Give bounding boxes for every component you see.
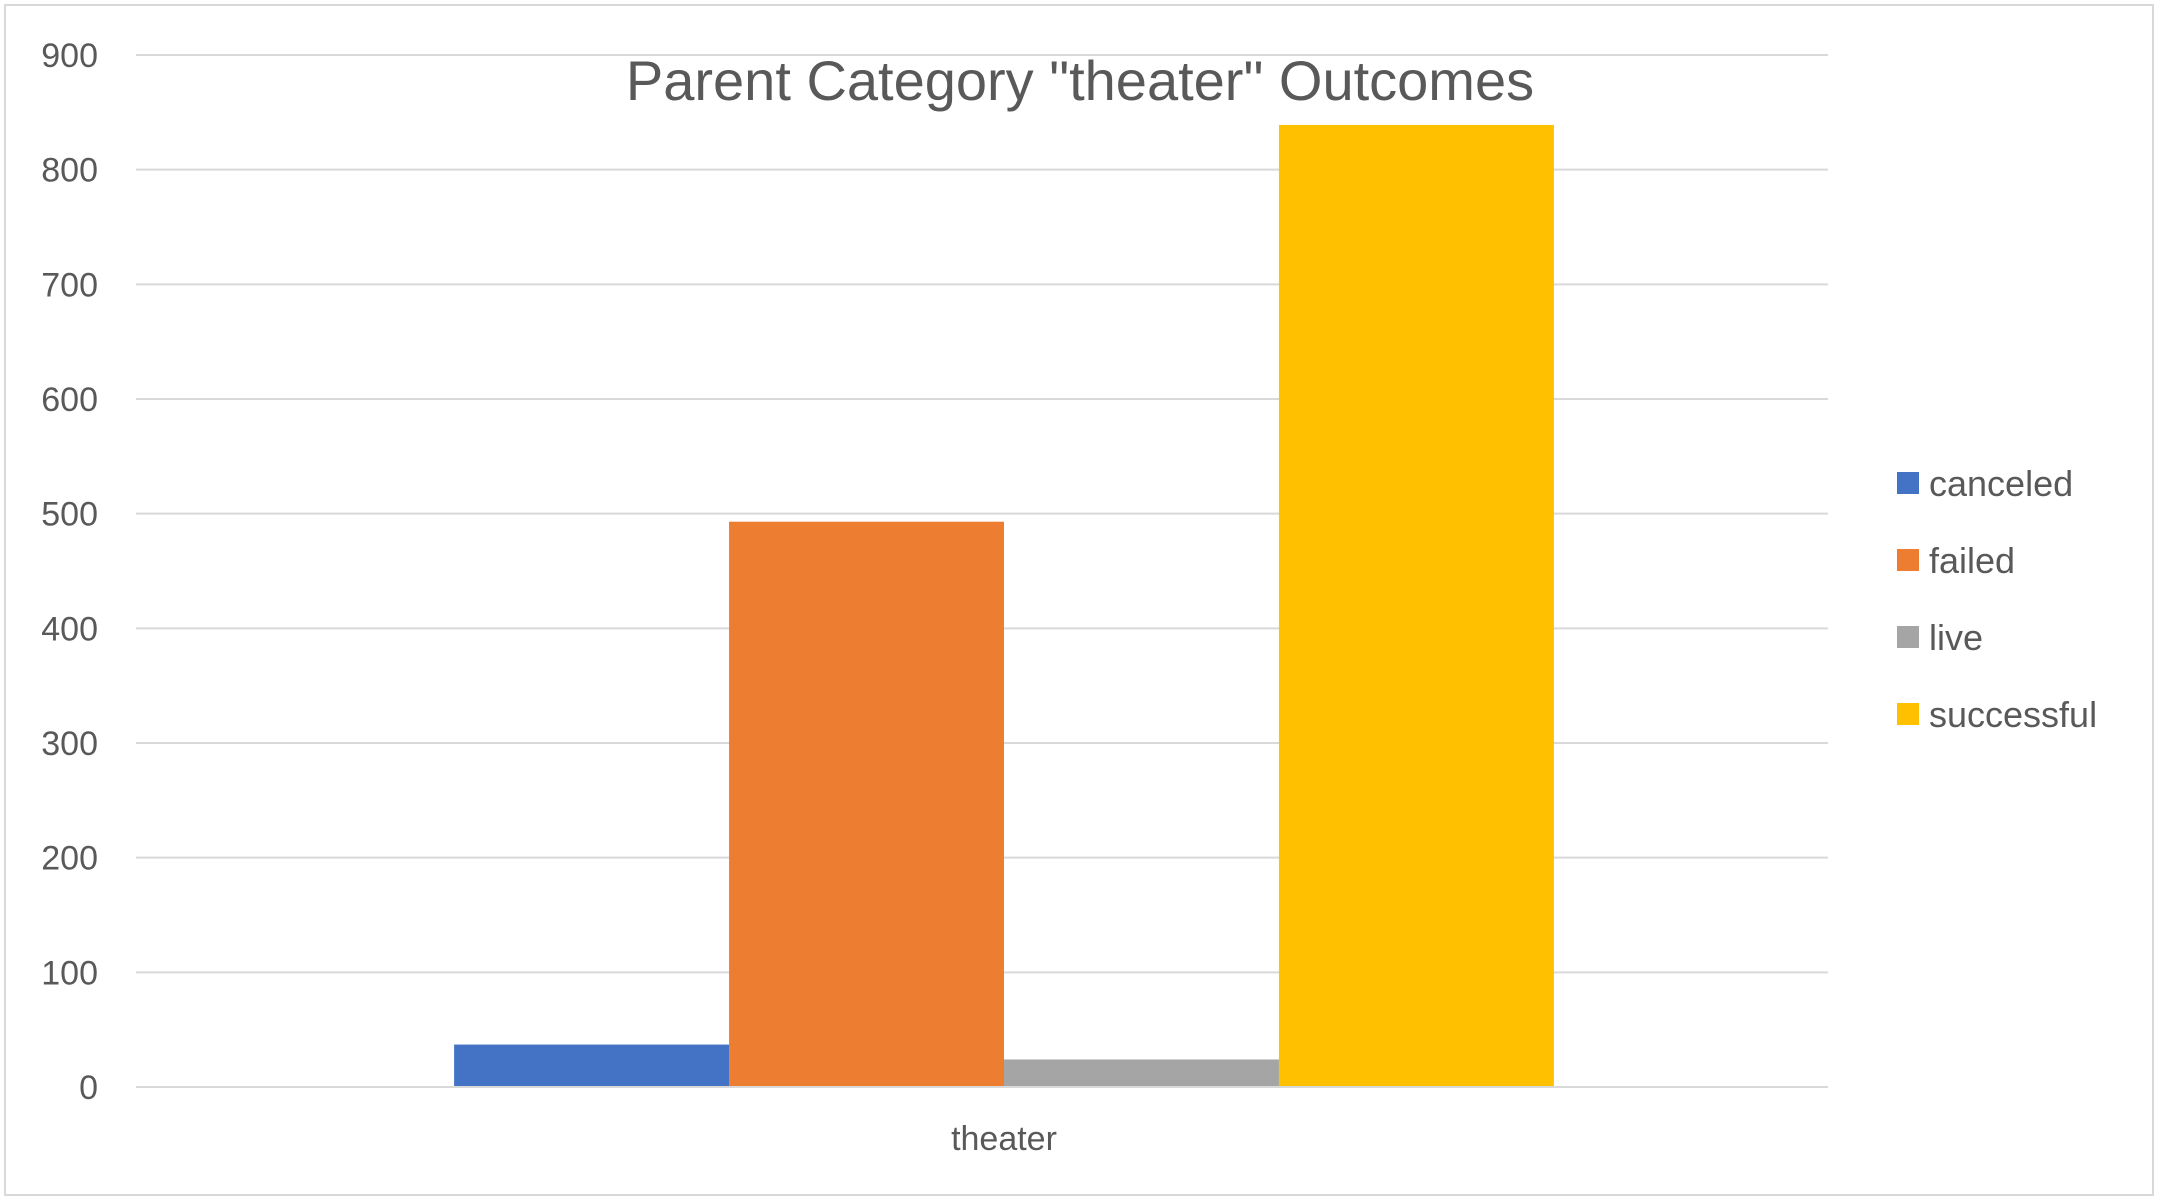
y-tick-label: 200 [41,840,98,878]
legend-label-successful: successful [1929,694,2097,735]
y-tick-label: 0 [79,1069,98,1107]
y-tick-label: 500 [41,496,98,534]
bars [454,124,1554,1088]
gridlines [136,54,1828,974]
legend-swatch-successful [1897,703,1919,725]
y-tick-label: 600 [41,381,98,419]
y-tick-label: 300 [41,725,98,763]
legend-label-failed: failed [1929,540,2015,581]
bar-failed [729,521,1004,1087]
y-tick-label: 800 [41,152,98,190]
y-tick-label: 900 [41,37,98,75]
legend-label-live: live [1929,617,1983,658]
y-tick-label: 100 [41,954,98,992]
chart-title: Parent Category "theater" Outcomes [626,49,1534,112]
bar-live [1004,1059,1279,1087]
legend-swatch-canceled [1897,472,1919,494]
bar-successful [1278,124,1554,1088]
legend-swatch-failed [1897,549,1919,571]
y-axis-ticks: 0 100 200 300 400 500 600 700 800 900 [41,37,98,1107]
legend-swatch-live [1897,626,1919,648]
x-category-label: theater [951,1120,1057,1158]
y-tick-label: 700 [41,266,98,304]
bar-canceled [454,1044,730,1087]
chart-border [4,4,2154,1196]
x-axis-categories: theater [951,1120,1057,1158]
y-tick-label: 400 [41,610,98,648]
legend-label-canceled: canceled [1929,463,2073,504]
legend: canceled failed live successful [1897,463,2097,735]
